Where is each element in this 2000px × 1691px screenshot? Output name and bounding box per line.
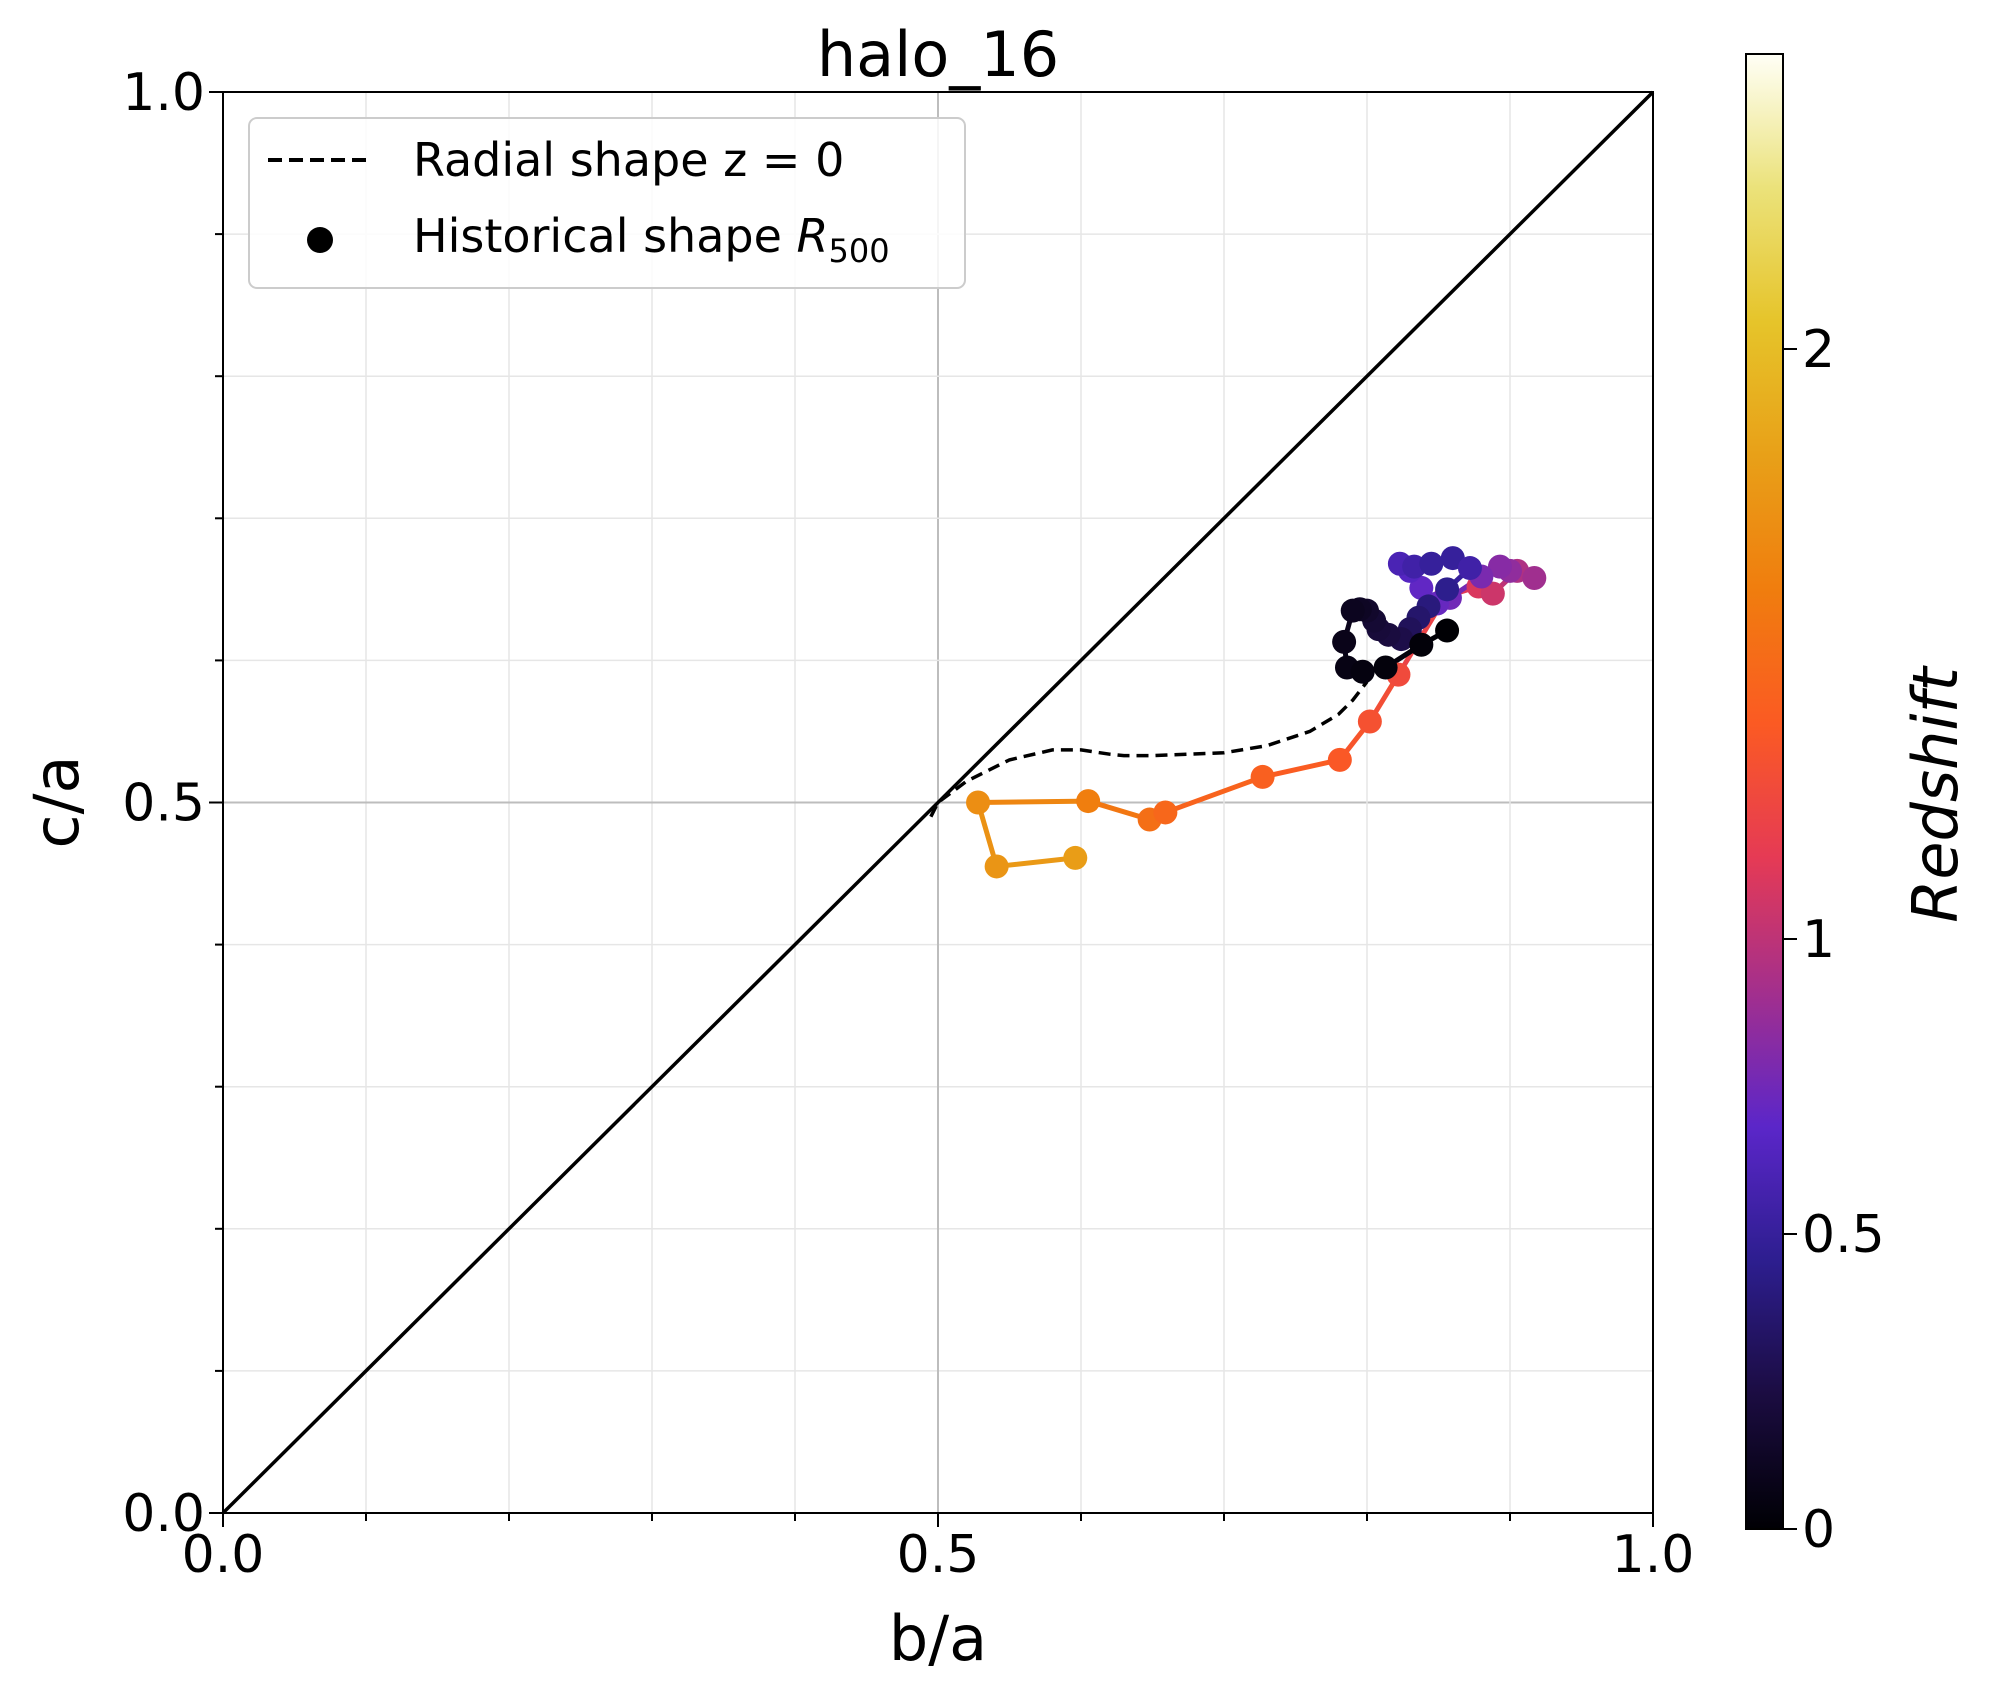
axis-ticks: 0.0 0.5 1.0 0.0 0.5 1.0 [122,63,1694,1585]
historical-shape-point [1480,581,1505,606]
diagonal-line [221,90,1655,1515]
historical-shape-point [1409,575,1434,600]
historical-shape-point [1076,789,1101,814]
historical-shape-point [1332,629,1357,654]
y-tick-label: 0.0 [122,1484,205,1544]
legend-box [248,117,966,289]
x-tick-label: 0.5 [897,1525,980,1585]
historical-shape-point [966,790,991,815]
historical-shape-point [1350,659,1375,684]
historical-shape-point [1250,764,1275,789]
legend-label-historical-main: Historical shape [413,209,797,263]
radial-shape-line [929,680,1369,818]
historical-shape-point [1522,565,1547,590]
y-axis-label: c/a [20,756,93,849]
track-segment [1260,757,1343,780]
colorbar-scale [1745,53,1784,1530]
colorbar-label: Redshift [1899,665,1972,923]
colorbar-ticks: 0 0.5 1 2 [1783,320,1885,1560]
historical-shape-point [1435,618,1460,643]
colorbar-tick-label: 1 [1802,910,1835,970]
historical-shape-point [1153,800,1178,825]
historical-shape-point [1063,845,1088,870]
historical-shape-point [1457,556,1482,581]
colorbar-tick-label: 2 [1802,320,1835,380]
track-segment [994,855,1078,869]
historical-shape-point [1340,598,1365,623]
y-tick-label: 1.0 [122,63,205,123]
chart-title: halo_16 [817,18,1059,91]
historical-shape-point [1435,577,1460,602]
colorbar-tick-label: 0.5 [1802,1205,1885,1265]
track-segment [975,798,1091,805]
y-tick-label: 0.5 [122,774,205,834]
colorbar: 0 0.5 1 2 Redshift [1745,53,1972,1560]
historical-shape-point [1419,551,1444,576]
legend-label-radial: Radial shape z = 0 [413,133,844,187]
legend-marker-swatch [307,227,333,253]
legend-label-historical-symbol: R [797,209,829,263]
historical-shape-point [1373,655,1398,680]
historical-shape-point [1487,554,1512,579]
historical-shape-point [1357,709,1382,734]
points-layer [966,546,1547,879]
historical-shape-point [1327,747,1352,772]
historical-shape-point [1409,632,1434,657]
radial-layer [929,680,1369,818]
x-tick-label: 1.0 [1612,1525,1695,1585]
legend-label-historical-subscript: 500 [829,232,890,270]
track-segment [1162,774,1266,815]
historical-shape-point [984,854,1009,879]
legend: Radial shape z = 0 Historical shape R500 [248,117,966,289]
x-tick-label: 0.0 [182,1525,265,1585]
x-axis-label: b/a [889,1602,987,1675]
legend-label-historical: Historical shape R500 [413,209,890,270]
diagonal-layer [221,90,1655,1515]
colorbar-tick-label: 0 [1802,1500,1835,1560]
